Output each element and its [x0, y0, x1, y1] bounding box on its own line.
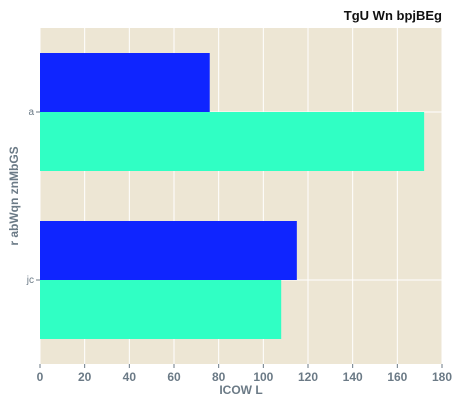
- y-tick-label: a: [28, 107, 34, 118]
- bar: [40, 221, 297, 280]
- x-axis-title: ICOW L: [219, 383, 262, 397]
- x-tick-label: 100: [253, 370, 273, 384]
- x-tick-label: 0: [37, 370, 44, 384]
- x-tick-label: 120: [298, 370, 318, 384]
- x-tick-label: 160: [387, 370, 407, 384]
- chart-title: TgU Wn bpjBEg: [344, 8, 442, 23]
- y-axis-title: r abWqn znMbGS: [7, 146, 21, 245]
- bar: [40, 280, 282, 339]
- bar: [40, 112, 425, 171]
- x-tick-label: 40: [123, 370, 137, 384]
- x-tick-label: 60: [167, 370, 181, 384]
- bar: [40, 53, 210, 112]
- x-tick-label: 140: [343, 370, 363, 384]
- y-axis-ticks: a jc: [26, 107, 40, 286]
- bars: [40, 53, 425, 339]
- x-tick-label: 80: [212, 370, 226, 384]
- x-tick-label: 180: [432, 370, 452, 384]
- y-tick-label: jc: [26, 275, 34, 286]
- x-tick-label: 20: [78, 370, 92, 384]
- x-axis-ticks: 0 20 40 60 80 100 120 140 160 180: [37, 364, 452, 384]
